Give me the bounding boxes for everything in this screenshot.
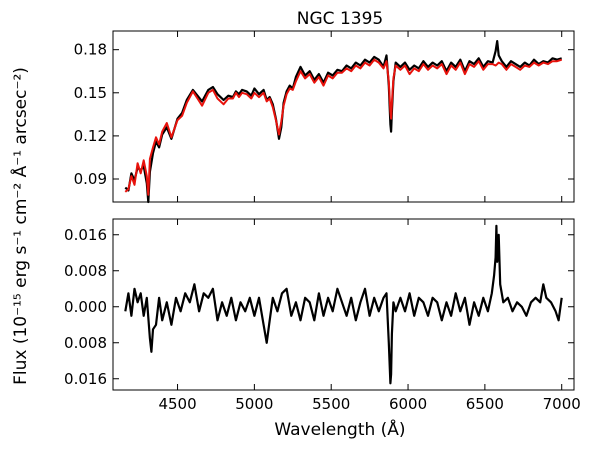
top-ticks-layer: 0.09 0.12 0.15 0.18 <box>74 31 574 202</box>
top-series-1-line <box>124 58 563 196</box>
top-panel-frame <box>112 30 575 203</box>
bottom-panel-frame <box>112 218 575 391</box>
x-axis-label: Wavelength (Å) <box>274 418 405 440</box>
top-y-tick-label: 0.18 <box>74 41 107 59</box>
x-tick-label: 7000 <box>543 395 581 413</box>
bottom-series-0-line <box>124 224 563 385</box>
x-tick-label: 5000 <box>235 395 273 413</box>
top-y-tick-label: 0.12 <box>74 127 107 145</box>
y-axis-label: Flux (10⁻¹⁵ erg s⁻¹ cm⁻² Å⁻¹ arcsec⁻²) <box>9 67 31 385</box>
x-tick-label: 6000 <box>389 395 427 413</box>
top-panel-title: NGC 1395 <box>297 9 383 29</box>
x-tick-label: 5500 <box>312 395 350 413</box>
top-y-tick-label: 0.15 <box>74 84 107 102</box>
top-series-layer <box>124 39 563 204</box>
bottom-ticks-layer: 0.016 0.008 0.000 0.008 0.016 4500 5000 5500 600… <box>64 219 581 413</box>
bottom-y-tick-label: 0.000 <box>64 298 107 316</box>
x-tick-label: 6500 <box>466 395 504 413</box>
top-panel: NGC 1395 0.09 0.12 0.15 0.18 <box>74 9 575 204</box>
bottom-y-tick-label: 0.016 <box>64 370 107 388</box>
bottom-y-tick-label: 0.008 <box>64 262 107 280</box>
bottom-y-tick-label: 0.008 <box>64 334 107 352</box>
top-y-tick-label: 0.09 <box>74 170 107 188</box>
top-series-0-line <box>124 39 563 204</box>
bottom-y-tick-label: 0.016 <box>64 226 107 244</box>
bottom-panel: 0.016 0.008 0.000 0.008 0.016 4500 5000 5500 600… <box>64 218 581 413</box>
x-tick-label: 4500 <box>158 395 196 413</box>
bottom-series-layer <box>124 224 563 385</box>
